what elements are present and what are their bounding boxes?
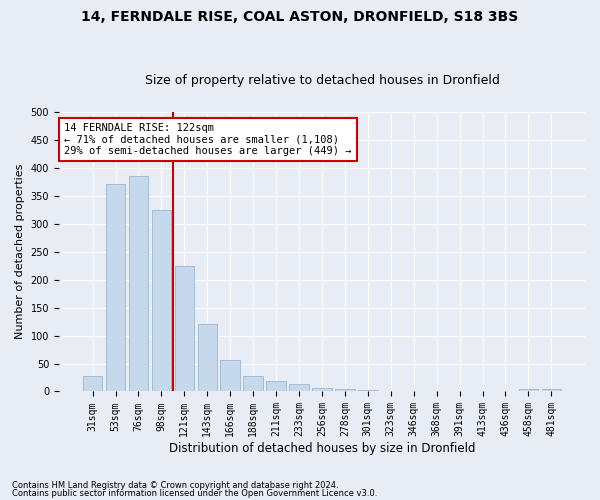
X-axis label: Distribution of detached houses by size in Dronfield: Distribution of detached houses by size … xyxy=(169,442,475,455)
Bar xyxy=(152,210,171,392)
Bar xyxy=(220,360,240,392)
Bar xyxy=(289,384,309,392)
Bar xyxy=(244,376,263,392)
Bar xyxy=(266,381,286,392)
Bar xyxy=(128,176,148,392)
Bar xyxy=(175,266,194,392)
Bar xyxy=(542,389,561,392)
Bar xyxy=(312,388,332,392)
Bar xyxy=(83,376,103,392)
Y-axis label: Number of detached properties: Number of detached properties xyxy=(15,164,25,340)
Text: 14, FERNDALE RISE, COAL ASTON, DRONFIELD, S18 3BS: 14, FERNDALE RISE, COAL ASTON, DRONFIELD… xyxy=(82,10,518,24)
Bar xyxy=(381,391,401,392)
Bar xyxy=(335,388,355,392)
Text: 14 FERNDALE RISE: 122sqm
← 71% of detached houses are smaller (1,108)
29% of sem: 14 FERNDALE RISE: 122sqm ← 71% of detach… xyxy=(64,123,352,156)
Bar xyxy=(427,391,446,392)
Bar xyxy=(358,390,377,392)
Text: Contains HM Land Registry data © Crown copyright and database right 2024.: Contains HM Land Registry data © Crown c… xyxy=(12,481,338,490)
Bar xyxy=(197,324,217,392)
Bar xyxy=(404,391,424,392)
Bar xyxy=(518,389,538,392)
Title: Size of property relative to detached houses in Dronfield: Size of property relative to detached ho… xyxy=(145,74,499,87)
Bar xyxy=(106,184,125,392)
Text: Contains public sector information licensed under the Open Government Licence v3: Contains public sector information licen… xyxy=(12,488,377,498)
